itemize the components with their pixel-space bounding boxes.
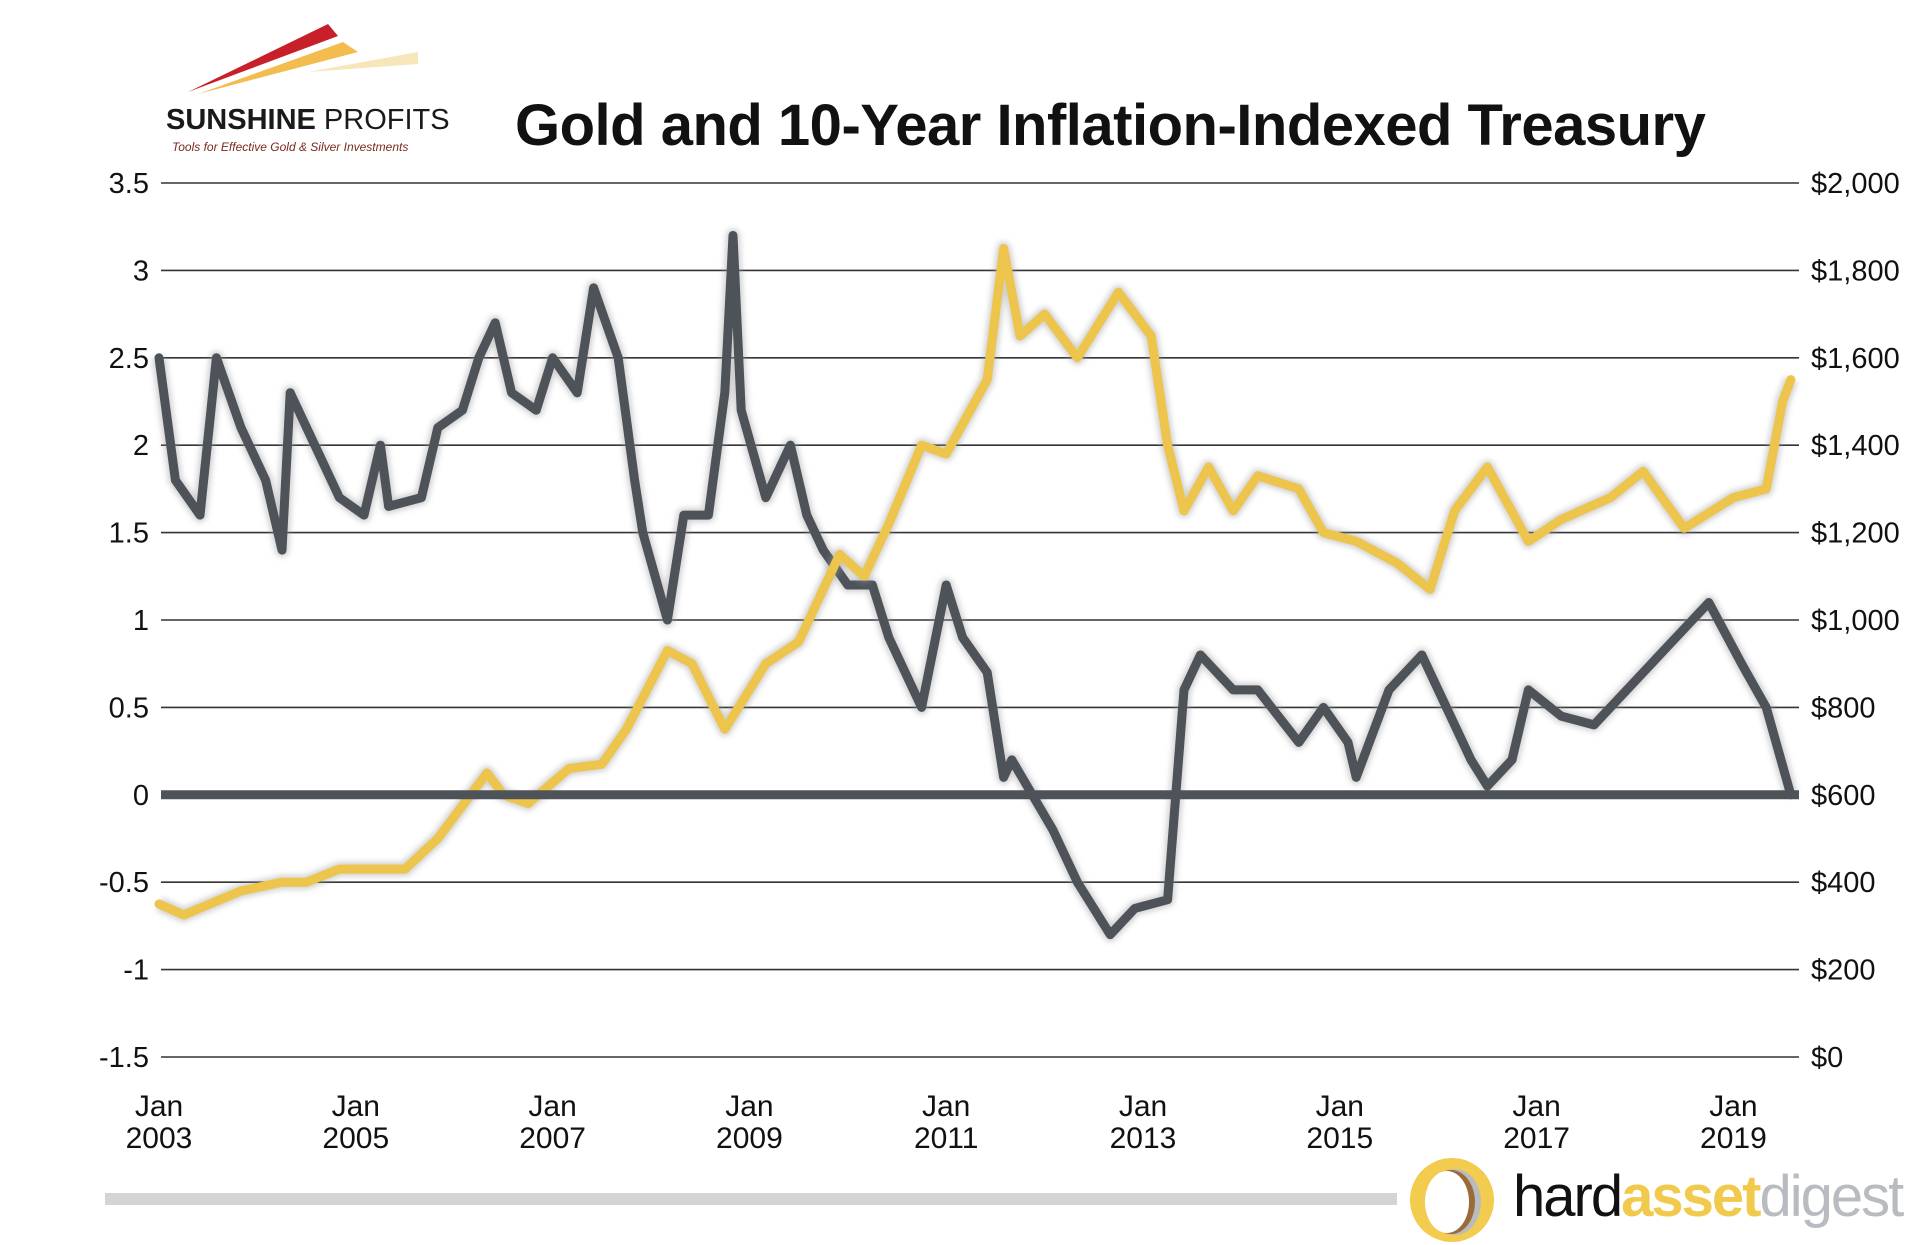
logo-wordmark: hardassetdigest xyxy=(1513,1164,1904,1229)
y-left-tick-label: 3.5 xyxy=(109,168,149,200)
y-right-tick-label: $1,400 xyxy=(1811,430,1900,462)
x-tick-label-year: 2011 xyxy=(914,1122,979,1155)
y-right-tick-label: $200 xyxy=(1811,955,1876,987)
x-tick-label-year: 2009 xyxy=(716,1122,783,1155)
x-tick-label-month: Jan xyxy=(1709,1090,1757,1123)
logo-arrow-icon xyxy=(188,24,418,94)
y-left-tick-label: 2 xyxy=(133,430,149,462)
hard-asset-digest-logo: hardassetdigest xyxy=(1405,1155,1920,1245)
footer-divider xyxy=(105,1193,1397,1205)
x-tick-label-year: 2015 xyxy=(1306,1122,1373,1155)
x-tick-label-month: Jan xyxy=(725,1090,773,1123)
gold-price-line-shadow xyxy=(156,241,1798,922)
x-tick-label-month: Jan xyxy=(1119,1090,1167,1123)
logo-name: SUNSHINE PROFITS xyxy=(166,104,450,136)
y-right-tick-label: $1,800 xyxy=(1811,255,1900,287)
x-tick-label-year: 2019 xyxy=(1700,1122,1767,1155)
sunshine-profits-logo: SUNSHINE PROFITS Tools for Effective Gol… xyxy=(158,12,468,162)
y-left-tick-label: 2.5 xyxy=(109,343,149,375)
y-right-tick-label: $1,000 xyxy=(1811,605,1900,637)
logo-tagline: Tools for Effective Gold & Silver Invest… xyxy=(172,140,409,154)
y-right-tick-label: $600 xyxy=(1811,780,1876,812)
y-left-tick-label: 1.5 xyxy=(109,518,149,550)
x-tick-label-month: Jan xyxy=(922,1090,970,1123)
y-right-tick-label: $0 xyxy=(1811,1042,1843,1074)
y-right-tick-label: $800 xyxy=(1811,692,1876,724)
y-left-tick-label: -0.5 xyxy=(99,867,149,899)
x-tick-label-month: Jan xyxy=(1316,1090,1364,1123)
x-tick-label-year: 2017 xyxy=(1503,1122,1570,1155)
x-tick-label-month: Jan xyxy=(1512,1090,1560,1123)
y-left-tick-label: -1 xyxy=(123,955,149,987)
ring-logo-icon xyxy=(1410,1158,1494,1242)
y-right-tick-label: $400 xyxy=(1811,867,1876,899)
y-left-tick-label: 3 xyxy=(133,255,149,287)
gold-price-line xyxy=(154,244,1796,920)
x-tick-label-month: Jan xyxy=(332,1090,380,1123)
x-tick-label-month: Jan xyxy=(528,1090,576,1123)
x-tick-label-month: Jan xyxy=(135,1090,183,1123)
x-tick-label-year: 2003 xyxy=(126,1122,193,1155)
y-left-tick-label: 0 xyxy=(133,780,149,812)
x-tick-label-year: 2007 xyxy=(519,1122,586,1155)
chart-title: Gold and 10-Year Inflation-Indexed Treas… xyxy=(515,93,1706,158)
y-right-tick-label: $2,000 xyxy=(1811,168,1900,200)
y-right-tick-label: $1,200 xyxy=(1811,518,1900,550)
y-left-tick-label: 1 xyxy=(133,605,149,637)
y-right-tick-label: $1,600 xyxy=(1811,343,1900,375)
x-tick-label-year: 2005 xyxy=(322,1122,389,1155)
y-left-tick-label: -1.5 xyxy=(99,1042,149,1074)
tips-yield-line-shadow xyxy=(152,228,1798,942)
tips-yield-line xyxy=(154,230,1796,940)
x-tick-label-year: 2013 xyxy=(1110,1122,1177,1155)
y-left-tick-label: 0.5 xyxy=(109,692,149,724)
